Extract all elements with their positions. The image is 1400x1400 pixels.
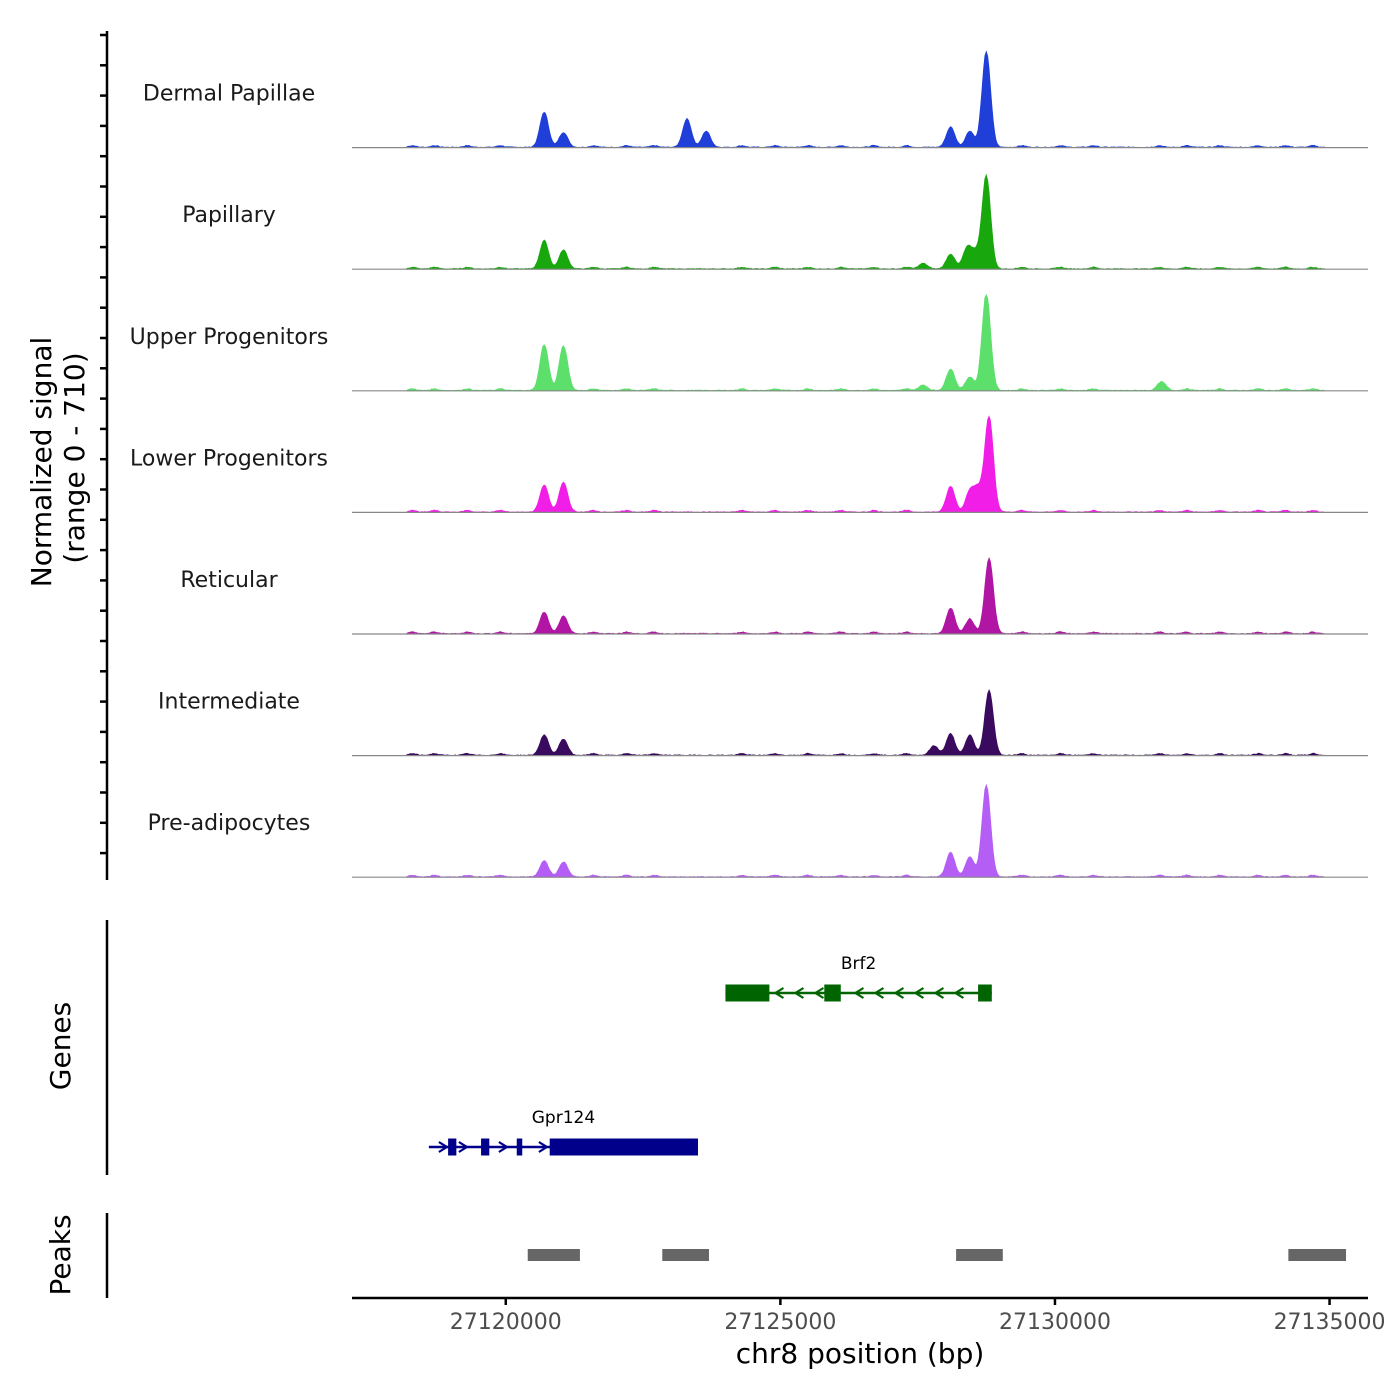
signal-y-axis [100, 31, 109, 880]
coverage-track: Lower Progenitors [130, 415, 1368, 514]
y-axis-range-label: (range 0 - 710) [58, 352, 91, 563]
gene-exon [516, 1138, 523, 1156]
peak-panel [527, 1249, 1347, 1261]
x-axis: 27120000 27125000 27130000 27135000 [352, 1296, 1386, 1335]
y-axis-title: Normalized signal [25, 337, 58, 588]
peak-region [956, 1249, 1003, 1261]
strand-arrow [498, 1141, 509, 1153]
strand-arrow [813, 987, 825, 999]
gene-label: Gpr124 [532, 1108, 595, 1128]
coverage-track: Dermal Papillae [143, 50, 1368, 149]
track-label: Upper Progenitors [130, 325, 329, 350]
track-label: Intermediate [158, 690, 300, 715]
strand-arrow [893, 987, 905, 999]
coverage-area [406, 293, 1325, 392]
gene-model: Gpr124 [428, 1108, 698, 1156]
strand-arrow [793, 987, 805, 999]
coverage-area [406, 783, 1325, 878]
peak-region [662, 1249, 709, 1261]
strand-arrow [873, 987, 885, 999]
coverage-area [406, 556, 1325, 635]
x-tick-label: 27120000 [450, 1310, 562, 1335]
strand-arrow [853, 987, 865, 999]
coverage-area [406, 173, 1325, 270]
strand-arrow [913, 987, 925, 999]
gene-exon [978, 984, 992, 1002]
strand-arrow [438, 1141, 449, 1153]
peaks-axis-title: Peaks [44, 1214, 77, 1295]
coverage-track: Pre-adipocytes [148, 783, 1368, 878]
strand-arrow [538, 1141, 549, 1153]
coverage-area [406, 50, 1325, 149]
track-label: Lower Progenitors [130, 446, 328, 471]
strand-arrow [933, 987, 945, 999]
strand-arrow [458, 1141, 469, 1153]
x-tick-label: 27135000 [1274, 1310, 1386, 1335]
coverage-panel: Dermal Papillae Papillary Upper Progenitor… [130, 50, 1368, 878]
coverage-area [406, 689, 1325, 757]
track-label: Dermal Papillae [143, 82, 315, 107]
x-tick-label: 27125000 [724, 1310, 836, 1335]
peak-region [527, 1249, 580, 1261]
x-tick-label: 27130000 [999, 1310, 1111, 1335]
strand-arrow [953, 987, 965, 999]
coverage-area [406, 415, 1325, 513]
track-label: Reticular [180, 568, 278, 593]
x-axis-title: chr8 position (bp) [736, 1337, 985, 1370]
gene-exon [725, 984, 770, 1002]
strand-arrow [773, 987, 785, 999]
gene-exon [448, 1138, 457, 1156]
gene-exon [549, 1138, 698, 1156]
coverage-track: Upper Progenitors [130, 293, 1368, 392]
gene-panel: Brf2 Gpr124 [428, 954, 992, 1156]
coverage-track: Reticular [180, 556, 1368, 635]
coverage-track: Papillary [182, 173, 1368, 270]
gene-label: Brf2 [841, 954, 876, 974]
gene-model: Brf2 [725, 954, 992, 1002]
coverage-track: Intermediate [158, 689, 1368, 757]
peak-region [1288, 1249, 1347, 1261]
genes-axis-title: Genes [44, 1002, 77, 1090]
track-label: Pre-adipocytes [148, 811, 311, 836]
gene-exon [824, 984, 841, 1002]
track-label: Papillary [182, 203, 276, 228]
gene-exon [481, 1138, 490, 1156]
